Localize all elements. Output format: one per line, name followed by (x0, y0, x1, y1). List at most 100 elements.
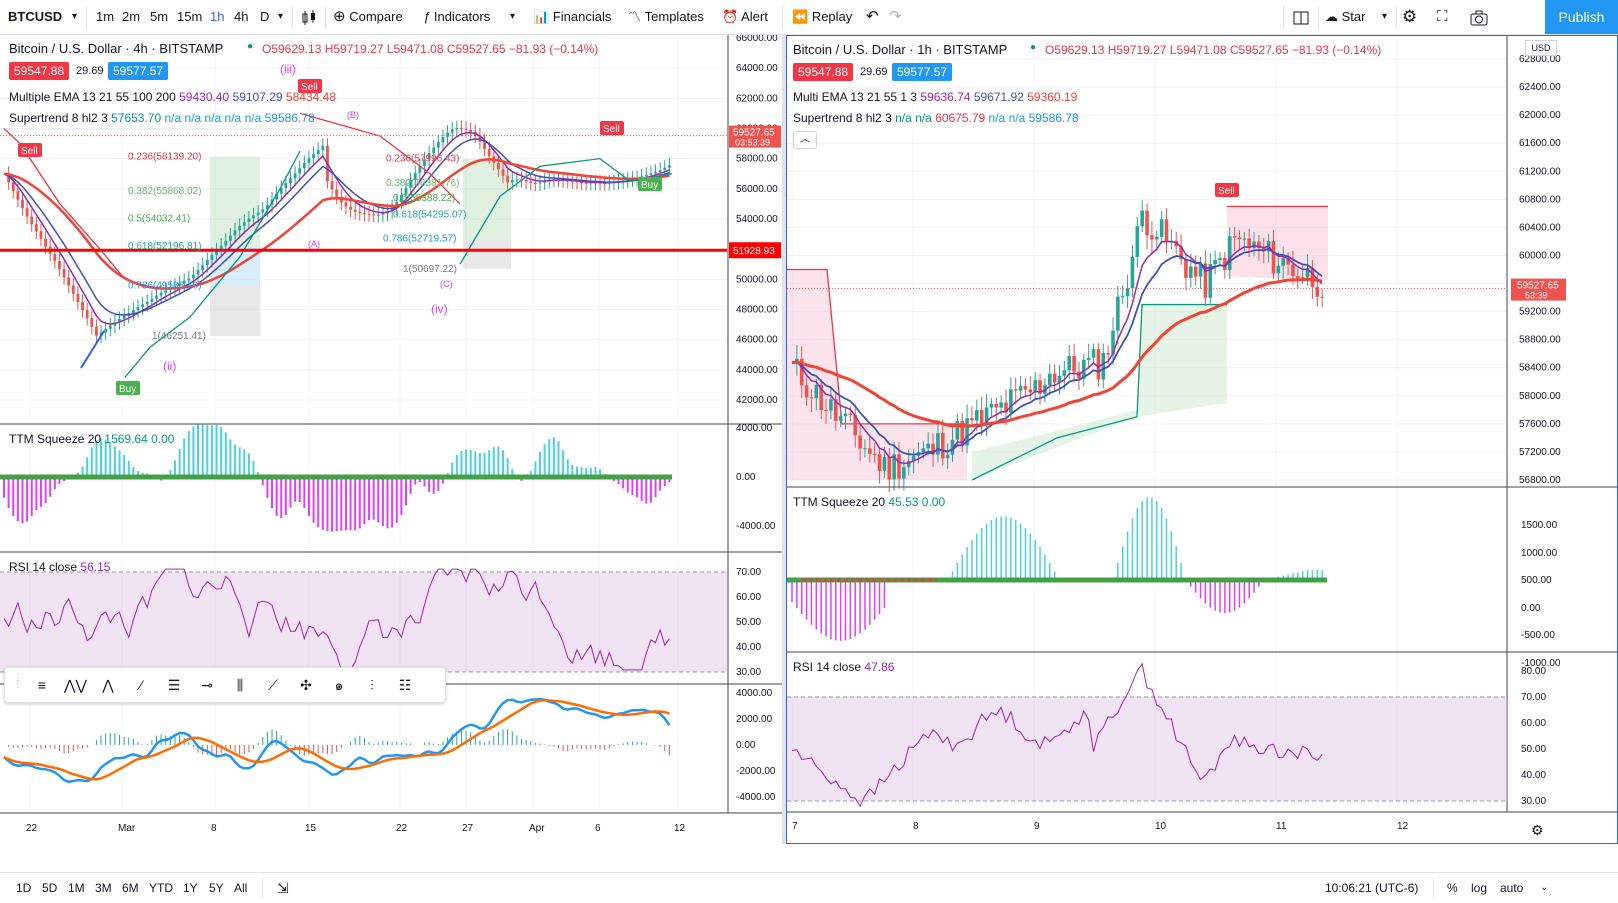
timeframe-2m[interactable]: 2m (122, 9, 141, 24)
range-ytd[interactable]: YTD (149, 881, 173, 895)
chart-settings-gear-icon[interactable]: ⚙ (1531, 822, 1544, 838)
abc-pattern-icon[interactable]: ⋀ (102, 677, 114, 693)
alert-button[interactable]: ⏰ Alert (722, 0, 768, 34)
range-3m[interactable]: 3M (95, 881, 112, 895)
left-ttm-tick-0: 4000.00 (736, 423, 773, 434)
right-ttm-value-2: 0.00 (921, 495, 946, 509)
right-rsi-band (787, 697, 1507, 801)
templates-button[interactable]: 〽 Templates (628, 0, 704, 34)
camera-icon[interactable] (1469, 0, 1489, 34)
financials-button[interactable]: 📊 Financials (533, 0, 611, 34)
layout-icon[interactable] (1292, 0, 1310, 34)
indicators-button[interactable]: ƒ Indicators (423, 0, 490, 34)
left-candle-body-111 (515, 179, 519, 181)
indicators-chevron-icon[interactable]: ▾ (510, 11, 516, 22)
timeframe-d[interactable]: D (260, 9, 270, 24)
timeframe-1h[interactable]: 1h (210, 9, 225, 24)
right-candle-body-32 (945, 454, 950, 459)
range-1m[interactable]: 1M (68, 881, 85, 895)
undo-icon[interactable]: ↶ (866, 8, 879, 25)
horizontal-ray-icon[interactable]: ⊸ (201, 677, 213, 693)
pattern-icon[interactable]: ⋀⋁ (64, 677, 87, 693)
range-6m[interactable]: 6M (122, 881, 139, 895)
replay-button[interactable]: ⏪ Replay (792, 0, 852, 34)
left-chart[interactable]: 66000.0064000.0062000.0060000.0058000.00… (0, 35, 782, 844)
left-supertrend-legend: Supertrend 8 hl2 3 57653.70 n/a n/a n/a … (9, 111, 315, 125)
left-candle-body-63 (293, 173, 297, 179)
log-toggle[interactable]: log (1471, 881, 1488, 895)
right-chart[interactable]: 62800.00 62400.00 62000.00 61600.00 61200.00… (786, 35, 1618, 844)
right-price-tick-1: 62400.00 (1519, 82, 1561, 93)
horizontal-lines-icon[interactable]: ≡ (37, 677, 47, 693)
range-5d[interactable]: 5D (42, 881, 58, 895)
left-candle-body-109 (506, 175, 510, 183)
collapse-legend-icon[interactable]: ︿ (793, 131, 817, 149)
redo-icon[interactable]: ↷ (889, 8, 902, 25)
right-candle-body-56 (1062, 370, 1067, 376)
range-1d[interactable]: 1D (16, 881, 32, 895)
left-candle-body-35 (164, 290, 168, 293)
right-ask-badge[interactable]: 59577.57 (892, 63, 953, 81)
brush-icon[interactable]: ⁄ (139, 677, 143, 693)
timeframe-1m[interactable]: 1m (96, 9, 115, 24)
range-all[interactable]: All (234, 881, 248, 895)
right-candle-body-100 (1276, 265, 1281, 274)
timeframe-chevron-icon[interactable]: ▾ (278, 11, 284, 22)
left-wave-label-3: (A) (308, 239, 320, 249)
fullscreen-icon[interactable]: ⛶ (1437, 8, 1448, 25)
left-candle-body-4 (21, 199, 24, 209)
clock-readout[interactable]: 10:06:21 (UTC-6) (1325, 881, 1419, 895)
left-candle-body-75 (349, 206, 352, 210)
left-ask-badge[interactable]: 59577.57 (108, 62, 169, 80)
right-price-tick-4: 61200.00 (1519, 166, 1561, 177)
timeframe-15m[interactable]: 15m (177, 9, 203, 24)
left-fib2-label-1: 0.382(56381.76) (386, 178, 459, 189)
candle-style-icon[interactable] (300, 0, 318, 34)
right-bid-badge[interactable]: 59547.88 (793, 63, 854, 81)
trend-line-icon[interactable]: ⟋ (268, 677, 278, 693)
percent-toggle[interactable]: % (1447, 881, 1458, 895)
chart-splitter[interactable] (782, 35, 786, 844)
star-chevron-icon[interactable]: ▾ (1382, 11, 1388, 22)
left-candle-body-19 (90, 318, 94, 327)
pitchfork-icon[interactable]: ✣ (300, 677, 312, 693)
left-candle-body-89 (413, 172, 417, 181)
left-chart-canvas[interactable]: 66000.0064000.0062000.0060000.0058000.00… (0, 35, 782, 844)
right-candle-body-35 (960, 420, 965, 446)
fib-icon[interactable]: ☰ (167, 677, 181, 693)
left-st-value-2: n/a n/a n/a n/a n/a (164, 111, 262, 125)
timeframe-4h[interactable]: 4h (234, 9, 249, 24)
fib-channel-icon[interactable]: ⫶ (370, 677, 374, 693)
right-last-price-badge (1511, 278, 1566, 301)
gear-icon[interactable]: ⚙ (1402, 7, 1418, 26)
right-candle-body-10 (838, 416, 843, 421)
right-supertrend-label: Supertrend 8 hl2 3 (793, 111, 892, 125)
scale-chevron-icon[interactable]: ⌄ (1540, 882, 1549, 893)
publish-button[interactable]: Publish (1545, 0, 1618, 34)
right-rsi-tick-5: 30.00 (1521, 796, 1546, 807)
currency-badge[interactable]: USD (1525, 40, 1557, 56)
date-range-icon[interactable]: ⇲ (277, 880, 289, 896)
left-price-tick-10: 46000.00 (736, 335, 778, 346)
chevron-down-icon[interactable]: ▾ (72, 11, 78, 22)
settings-lines-icon[interactable]: ☷ (398, 677, 412, 693)
left-ttm-legend: TTM Squeeze 20 1569.64 0.00 (9, 432, 174, 446)
range-1y[interactable]: 1Y (183, 881, 198, 895)
right-candle-body-77 (1164, 219, 1169, 242)
vertical-lines-icon[interactable]: ⫼ (236, 677, 244, 693)
right-candle-body-15 (863, 448, 867, 450)
replay-label: Replay (811, 9, 853, 24)
right-chart-canvas[interactable]: 62800.00 62400.00 62000.00 61600.00 61200.00… (787, 36, 1617, 843)
left-time-tick-6: Apr (529, 823, 545, 834)
left-price-tick-0: 66000.00 (736, 35, 778, 44)
drag-handle-icon[interactable]: ⋮ ⋮ (13, 673, 23, 690)
spiral-icon[interactable]: ๑ (334, 677, 344, 693)
symbol-search[interactable]: BTCUSD (8, 9, 63, 24)
compare-button[interactable]: ⊕ Compare (333, 0, 403, 34)
left-bid-badge[interactable]: 59547.88 (9, 62, 70, 80)
timeframe-5m[interactable]: 5m (150, 9, 169, 24)
star-button[interactable]: ☁ Star (1325, 0, 1365, 34)
left-candle-body-13 (62, 269, 66, 278)
auto-toggle[interactable]: auto (1500, 881, 1524, 895)
range-5y[interactable]: 5Y (209, 881, 224, 895)
